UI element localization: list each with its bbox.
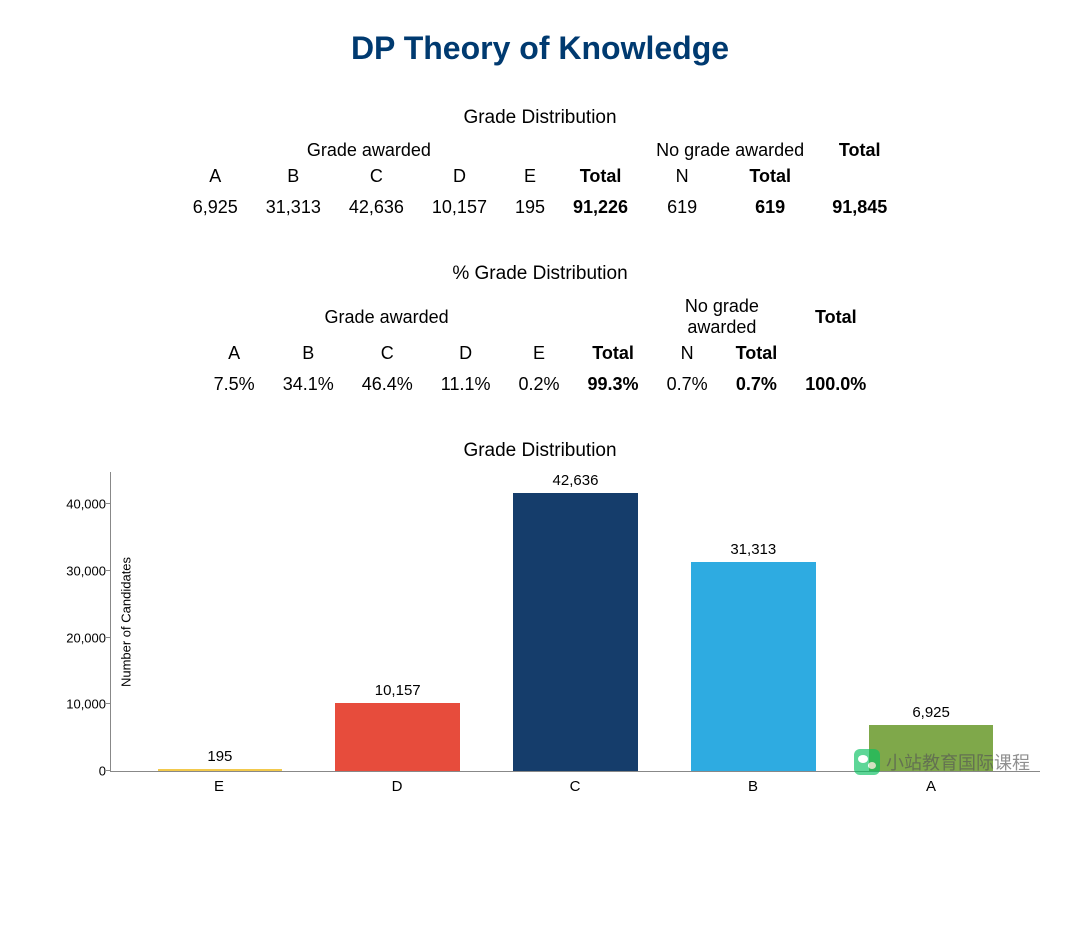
y-tick-mark [106, 703, 111, 704]
col-header: E [501, 161, 559, 192]
col-header: D [427, 338, 505, 369]
y-tick-label: 40,000 [51, 497, 106, 512]
col-header: N [642, 161, 722, 192]
y-tick-mark [106, 570, 111, 571]
table2-value-row: 7.5% 34.1% 46.4% 11.1% 0.2% 99.3% 0.7% 0… [200, 369, 881, 400]
cell: 91,845 [818, 192, 901, 223]
y-tick-mark [106, 637, 111, 638]
bar-value-label: 195 [207, 748, 232, 765]
table2-group-none: No grade awarded [653, 291, 792, 338]
plot-area: Number of Candidates 19510,15742,63631,3… [110, 472, 1040, 772]
cell: 42,636 [335, 192, 418, 223]
bar-rect [691, 562, 815, 771]
bar-value-label: 31,313 [730, 541, 776, 558]
table2-title: % Grade Distribution [40, 263, 1040, 285]
col-header: N [653, 338, 722, 369]
bar-rect [158, 769, 282, 771]
table1-value-row: 6,925 31,313 42,636 10,157 195 91,226 61… [179, 192, 902, 223]
table1-header-row: A B C D E Total N Total [179, 161, 902, 192]
cell: 46.4% [348, 369, 427, 400]
bar-rect [335, 703, 459, 771]
cell: 195 [501, 192, 559, 223]
table2: Grade awarded No grade awarded Total A B… [200, 291, 881, 400]
cell: 31,313 [252, 192, 335, 223]
bars-container: 195 10,157 42,636 31,313 6,925 [111, 472, 1040, 771]
table2-group-row: Grade awarded No grade awarded Total [200, 291, 881, 338]
table1-title: Grade Distribution [40, 107, 1040, 129]
table2-header-row: A B C D E Total N Total [200, 338, 881, 369]
bar-value-label: 6,925 [912, 704, 950, 721]
y-tick-label: 10,000 [51, 697, 106, 712]
col-header: C [335, 161, 418, 192]
cell: 91,226 [559, 192, 642, 223]
col-header: Total [722, 161, 818, 192]
col-header: Total [574, 338, 653, 369]
x-tick-label: E [130, 772, 308, 795]
bar-slot: 195 [131, 472, 309, 771]
y-tick-label: 0 [51, 764, 106, 779]
col-header: Total [722, 338, 792, 369]
col-header: E [504, 338, 573, 369]
col-header: A [179, 161, 252, 192]
y-tick-label: 30,000 [51, 564, 106, 579]
watermark: 小站教育国际课程 [854, 749, 1030, 775]
table1: Grade awarded No grade awarded Total A B… [179, 135, 902, 223]
cell: 99.3% [574, 369, 653, 400]
wechat-icon [854, 749, 880, 775]
x-tick-label: B [664, 772, 842, 795]
table2-group-awarded: Grade awarded [200, 291, 574, 338]
bar-slot: 10,157 [309, 472, 487, 771]
watermark-text: 小站教育国际课程 [886, 749, 1030, 775]
col-header: A [200, 338, 269, 369]
pct-grade-distribution-table: % Grade Distribution Grade awarded No gr… [40, 263, 1040, 400]
table1-group-awarded: Grade awarded [179, 135, 559, 161]
table1-grand-total-header: Total [818, 135, 901, 161]
grade-distribution-table: Grade Distribution Grade awarded No grad… [40, 107, 1040, 223]
col-header: Total [559, 161, 642, 192]
bar-slot: 31,313 [664, 472, 842, 771]
x-axis-labels: EDCBA [110, 772, 1040, 795]
x-tick-label: A [842, 772, 1020, 795]
col-header: C [348, 338, 427, 369]
cell: 0.7% [653, 369, 722, 400]
cell: 0.2% [504, 369, 573, 400]
cell: 619 [722, 192, 818, 223]
x-tick-label: D [308, 772, 486, 795]
cell: 7.5% [200, 369, 269, 400]
cell: 100.0% [791, 369, 880, 400]
bar-rect [513, 493, 637, 771]
page-title: DP Theory of Knowledge [40, 30, 1040, 67]
cell: 34.1% [269, 369, 348, 400]
cell: 6,925 [179, 192, 252, 223]
table1-group-none: No grade awarded [642, 135, 818, 161]
y-tick-mark [106, 503, 111, 504]
bar-slot: 42,636 [487, 472, 665, 771]
table2-grand-total-header: Total [791, 291, 880, 338]
chart-title: Grade Distribution [40, 440, 1040, 462]
cell: 619 [642, 192, 722, 223]
y-tick-mark [106, 770, 111, 771]
bar-value-label: 42,636 [553, 472, 599, 489]
x-tick-label: C [486, 772, 664, 795]
cell: 11.1% [427, 369, 505, 400]
col-header: D [418, 161, 501, 192]
table1-group-row: Grade awarded No grade awarded Total [179, 135, 902, 161]
col-header: B [252, 161, 335, 192]
cell: 0.7% [722, 369, 792, 400]
bar-value-label: 10,157 [375, 682, 421, 699]
y-tick-label: 20,000 [51, 630, 106, 645]
col-header: B [269, 338, 348, 369]
cell: 10,157 [418, 192, 501, 223]
grade-distribution-chart: Grade Distribution Number of Candidates … [40, 440, 1040, 795]
bar-slot: 6,925 [842, 472, 1020, 771]
